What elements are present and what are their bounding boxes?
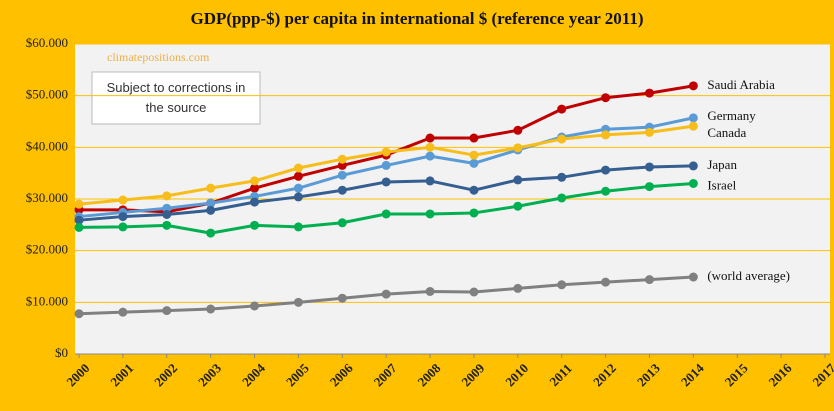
data-point — [425, 209, 435, 219]
data-point — [337, 170, 347, 180]
y-tick-label: $0 — [55, 345, 68, 360]
data-point — [206, 183, 216, 193]
data-point — [688, 121, 698, 131]
data-point — [337, 293, 347, 303]
y-tick-label: $30.000 — [26, 190, 68, 205]
y-tick-label: $40.000 — [26, 138, 68, 153]
data-point — [250, 183, 260, 193]
data-point — [381, 177, 391, 187]
data-point — [425, 286, 435, 296]
y-tick-label: $60.000 — [26, 35, 68, 50]
data-point — [469, 185, 479, 195]
note-text: Subject to corrections in the source — [106, 80, 246, 115]
data-point — [425, 151, 435, 161]
series-label: (world average) — [707, 268, 790, 283]
data-point — [293, 163, 303, 173]
data-point — [162, 203, 172, 213]
data-point — [688, 81, 698, 91]
data-point — [118, 212, 128, 222]
data-point — [381, 289, 391, 299]
data-point — [557, 193, 567, 203]
data-point — [118, 307, 128, 317]
data-point — [118, 195, 128, 205]
data-point — [250, 176, 260, 186]
data-point — [337, 185, 347, 195]
data-point — [644, 127, 654, 137]
series-label: Canada — [707, 125, 746, 140]
data-point — [688, 113, 698, 123]
data-point — [74, 222, 84, 232]
data-point — [601, 130, 611, 140]
data-point — [513, 143, 523, 153]
data-point — [118, 222, 128, 232]
source-note: climatepositions.com — [107, 50, 210, 64]
data-point — [688, 161, 698, 171]
data-point — [293, 171, 303, 181]
data-point — [513, 283, 523, 293]
data-point — [601, 165, 611, 175]
data-point — [74, 199, 84, 209]
data-point — [293, 183, 303, 193]
data-point — [293, 297, 303, 307]
series-label: Saudi Arabia — [707, 77, 775, 92]
data-point — [162, 306, 172, 316]
data-point — [206, 205, 216, 215]
data-point — [425, 133, 435, 143]
data-point — [381, 160, 391, 170]
series-label: Germany — [707, 108, 756, 123]
data-point — [644, 88, 654, 98]
data-point — [513, 125, 523, 135]
y-tick-label: $20.000 — [26, 242, 68, 257]
data-point — [162, 191, 172, 201]
data-point — [644, 162, 654, 172]
data-point — [206, 198, 216, 208]
data-point — [206, 304, 216, 314]
y-tick-label: $50.000 — [26, 87, 68, 102]
data-point — [74, 309, 84, 319]
data-point — [425, 142, 435, 152]
data-point — [557, 280, 567, 290]
note-box — [91, 71, 261, 125]
data-point — [513, 175, 523, 185]
data-point — [469, 208, 479, 218]
data-point — [557, 134, 567, 144]
data-point — [250, 197, 260, 207]
data-point — [381, 209, 391, 219]
data-point — [601, 93, 611, 103]
data-point — [162, 220, 172, 230]
data-point — [469, 287, 479, 297]
data-point — [469, 133, 479, 143]
data-point — [425, 176, 435, 186]
series-label: Japan — [707, 157, 737, 172]
data-point — [688, 272, 698, 282]
data-point — [469, 150, 479, 160]
data-point — [601, 186, 611, 196]
data-point — [557, 104, 567, 114]
y-tick-label: $10.000 — [26, 293, 68, 308]
data-point — [206, 228, 216, 238]
data-point — [381, 147, 391, 157]
note-box-text: Subject to corrections in the source — [106, 80, 246, 115]
series-label: Israel — [707, 177, 736, 192]
data-point — [74, 215, 84, 225]
data-point — [337, 218, 347, 228]
data-point — [513, 201, 523, 211]
chart-title: GDP(ppp-$) per capita in international $… — [191, 9, 644, 28]
data-point — [250, 301, 260, 311]
data-point — [337, 160, 347, 170]
data-point — [644, 182, 654, 192]
data-point — [293, 222, 303, 232]
data-point — [557, 172, 567, 182]
data-point — [162, 210, 172, 219]
data-point — [601, 277, 611, 287]
data-point — [293, 192, 303, 202]
data-point — [337, 154, 347, 164]
data-point — [250, 220, 260, 230]
data-point — [644, 275, 654, 285]
data-point — [469, 158, 479, 168]
data-point — [688, 179, 698, 188]
